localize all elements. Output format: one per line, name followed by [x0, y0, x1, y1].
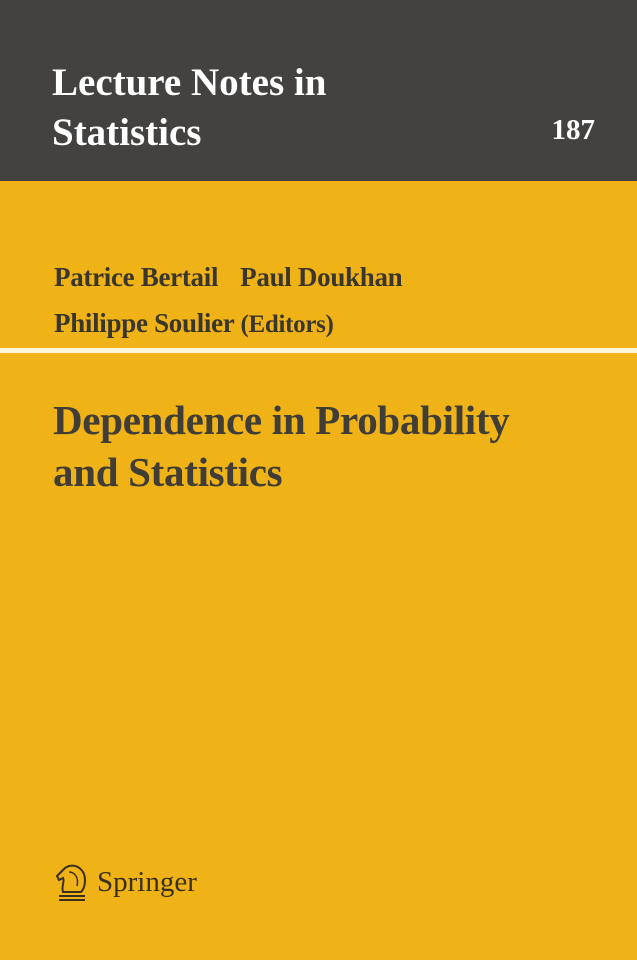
- book-title-line2: and Statistics: [53, 449, 283, 495]
- series-header: Lecture Notes in Statistics 187: [0, 0, 637, 181]
- series-title-line1: Lecture Notes in: [52, 61, 327, 104]
- authors: Patrice Bertail Paul Doukhan Philippe Sou…: [54, 254, 403, 348]
- knight-horse-icon: [55, 864, 87, 901]
- volume-number: 187: [551, 114, 596, 146]
- author: Patrice Bertail: [54, 262, 219, 292]
- author: Paul Doukhan: [240, 262, 403, 292]
- series-title: Lecture Notes in Statistics: [52, 58, 326, 158]
- book-title: Dependence in Probability and Statistics: [53, 394, 510, 498]
- author: Philippe Soulier: [54, 308, 234, 338]
- divider: [0, 348, 637, 353]
- publisher-name: Springer: [97, 865, 197, 898]
- book-title-line1: Dependence in Probability: [53, 397, 510, 443]
- publisher-logo: Springer: [55, 862, 197, 902]
- series-title-line2: Statistics: [52, 111, 202, 154]
- editors-label: (Editors): [240, 311, 334, 338]
